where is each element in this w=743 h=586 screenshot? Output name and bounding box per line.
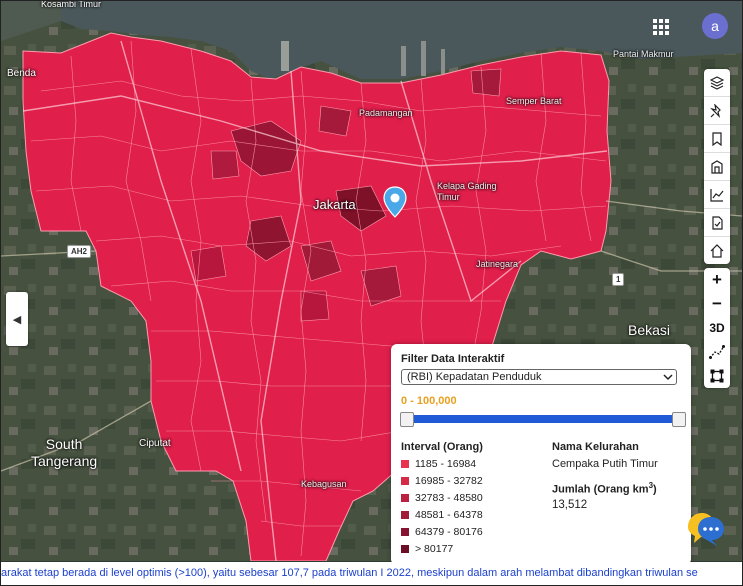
label-ciputat: Ciputat <box>139 438 171 449</box>
jumlah-title-close: ) <box>653 483 657 496</box>
slider-handle-min[interactable] <box>400 412 414 427</box>
legend-item: > 80177 <box>401 543 453 555</box>
user-avatar[interactable]: a <box>702 13 728 39</box>
legend-swatch <box>401 511 409 519</box>
label-jakarta: Jakarta <box>313 197 356 212</box>
legend-swatch <box>401 477 409 485</box>
legend-label: > 80177 <box>415 543 454 555</box>
road-badge-ah2: AH2 <box>67 245 92 258</box>
legend-item: 32783 - 48580 <box>401 492 483 504</box>
jumlah-title-sup: 3 <box>648 481 654 490</box>
map-canvas[interactable]: Kosambi Timur Benda Jakarta Bekasi South… <box>1 0 742 562</box>
range-slider[interactable] <box>400 412 686 427</box>
legend-item: 1185 - 16984 <box>401 458 476 470</box>
pin-icon[interactable] <box>704 97 730 125</box>
slider-handle-max[interactable] <box>672 412 686 427</box>
legend-swatch <box>401 528 409 536</box>
label-jatinegara: Jatinegara <box>476 259 519 269</box>
jumlah-value: 13,512 <box>552 499 588 511</box>
news-ticker: arakat tetap berada di level optimis (>1… <box>1 562 742 585</box>
legend-item: 48581 - 64378 <box>401 509 483 521</box>
zoom-controls: + − 3D <box>704 268 730 388</box>
layers-icon[interactable] <box>704 69 730 97</box>
jumlah-title: Jumlah (Orang km3) <box>552 481 657 496</box>
bookmark-icon[interactable] <box>704 125 730 153</box>
label-kosambi: Kosambi Timur <box>41 0 102 9</box>
view-3d-button[interactable]: 3D <box>709 321 725 335</box>
kelurahan-title: Nama Kelurahan <box>552 441 639 453</box>
home-icon[interactable] <box>704 237 730 264</box>
label-kebagusan: Kebagusan <box>301 479 347 489</box>
legend-label: 48581 - 64378 <box>415 509 483 521</box>
dataset-selected-value: (RBI) Kepadatan Penduduk <box>407 371 542 383</box>
legend-label: 64379 - 80176 <box>415 526 483 538</box>
label-pantai-makmur: Pantai Makmur <box>613 49 674 59</box>
report-icon[interactable] <box>704 209 730 237</box>
location-pin-icon <box>383 186 407 218</box>
road-badge-1: 1 <box>612 273 625 286</box>
label-pademangan: Padamangan <box>359 108 413 118</box>
legend-swatch <box>401 545 409 553</box>
legend-label: 1185 - 16984 <box>415 458 477 470</box>
panel-title: Filter Data Interaktif <box>401 353 505 365</box>
building-icon[interactable] <box>704 153 730 181</box>
zoom-out-button[interactable]: − <box>712 294 722 313</box>
range-label: 0 - 100,000 <box>401 395 457 407</box>
measure-line-icon[interactable] <box>704 340 730 364</box>
chart-icon[interactable] <box>704 181 730 209</box>
label-south-tangerang: South Tangerang <box>31 436 98 469</box>
dataset-select[interactable]: (RBI) Kepadatan Penduduk <box>401 369 677 385</box>
legend-swatch <box>401 494 409 502</box>
jumlah-title-text: Jumlah (Orang km <box>552 483 649 496</box>
label-kelapa-gading: Kelapa Gading Timur <box>437 181 497 202</box>
label-semper: Semper Barat <box>506 96 562 106</box>
label-benda: Benda <box>7 68 36 79</box>
chevron-left-icon: ◀ <box>12 313 22 326</box>
legend-label: 16985 - 32782 <box>415 475 483 487</box>
label-bekasi: Bekasi <box>628 322 671 338</box>
filter-panel: Filter Data Interaktif (RBI) Kepadatan P… <box>391 344 691 565</box>
legend-item: 16985 - 32782 <box>401 475 483 487</box>
zoom-in-button[interactable]: + <box>712 270 722 289</box>
legend-swatch <box>401 460 409 468</box>
chevron-down-icon <box>663 373 676 381</box>
measure-area-icon[interactable] <box>704 364 730 388</box>
legend-item: 64379 - 80176 <box>401 526 483 538</box>
kelurahan-name: Cempaka Putih Timur <box>552 458 658 470</box>
legend-label: 32783 - 48580 <box>415 492 483 504</box>
chat-bubble-icon[interactable] <box>684 509 728 547</box>
sidebar-toggle-button[interactable]: ◀ <box>6 292 28 346</box>
legend-title: Interval (Orang) <box>401 441 483 453</box>
apps-grid-icon[interactable] <box>652 18 670 36</box>
map-tool-bar <box>704 69 730 264</box>
